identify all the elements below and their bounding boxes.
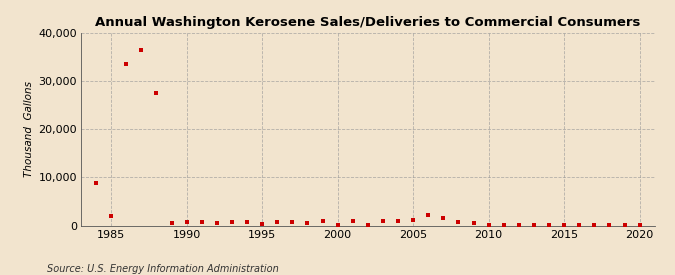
Point (589, 223, 600, 227)
Point (574, 223, 585, 227)
Point (348, 218, 358, 223)
Point (468, 221, 479, 225)
Y-axis label: Thousand  Gallons: Thousand Gallons (24, 81, 34, 177)
Point (121, 62, 132, 67)
Point (151, 91, 162, 95)
Point (408, 218, 418, 222)
Point (227, 220, 238, 224)
Point (377, 219, 388, 223)
Point (604, 223, 615, 227)
Point (634, 223, 645, 227)
Point (543, 222, 554, 227)
Point (332, 222, 343, 227)
Point (211, 221, 222, 225)
Point (272, 220, 283, 224)
Point (317, 219, 328, 223)
Point (166, 221, 177, 225)
Point (483, 222, 494, 227)
Point (287, 220, 298, 224)
Point (453, 220, 464, 224)
Title: Annual Washington Kerosene Sales/Deliveries to Commercial Consumers: Annual Washington Kerosene Sales/Deliver… (95, 16, 641, 29)
Point (182, 220, 192, 224)
Point (393, 218, 404, 223)
Point (242, 220, 252, 224)
Point (423, 213, 433, 217)
Point (559, 222, 570, 227)
Point (302, 221, 313, 225)
Point (498, 223, 509, 227)
Point (514, 222, 524, 227)
Point (196, 220, 207, 224)
Point (136, 48, 146, 52)
Text: Source: U.S. Energy Information Administration: Source: U.S. Energy Information Administ… (47, 264, 279, 274)
Point (90, 181, 101, 185)
Point (362, 222, 373, 227)
Point (256, 221, 267, 226)
Point (438, 216, 449, 221)
Point (529, 223, 539, 227)
Point (106, 214, 117, 219)
Point (619, 223, 630, 227)
